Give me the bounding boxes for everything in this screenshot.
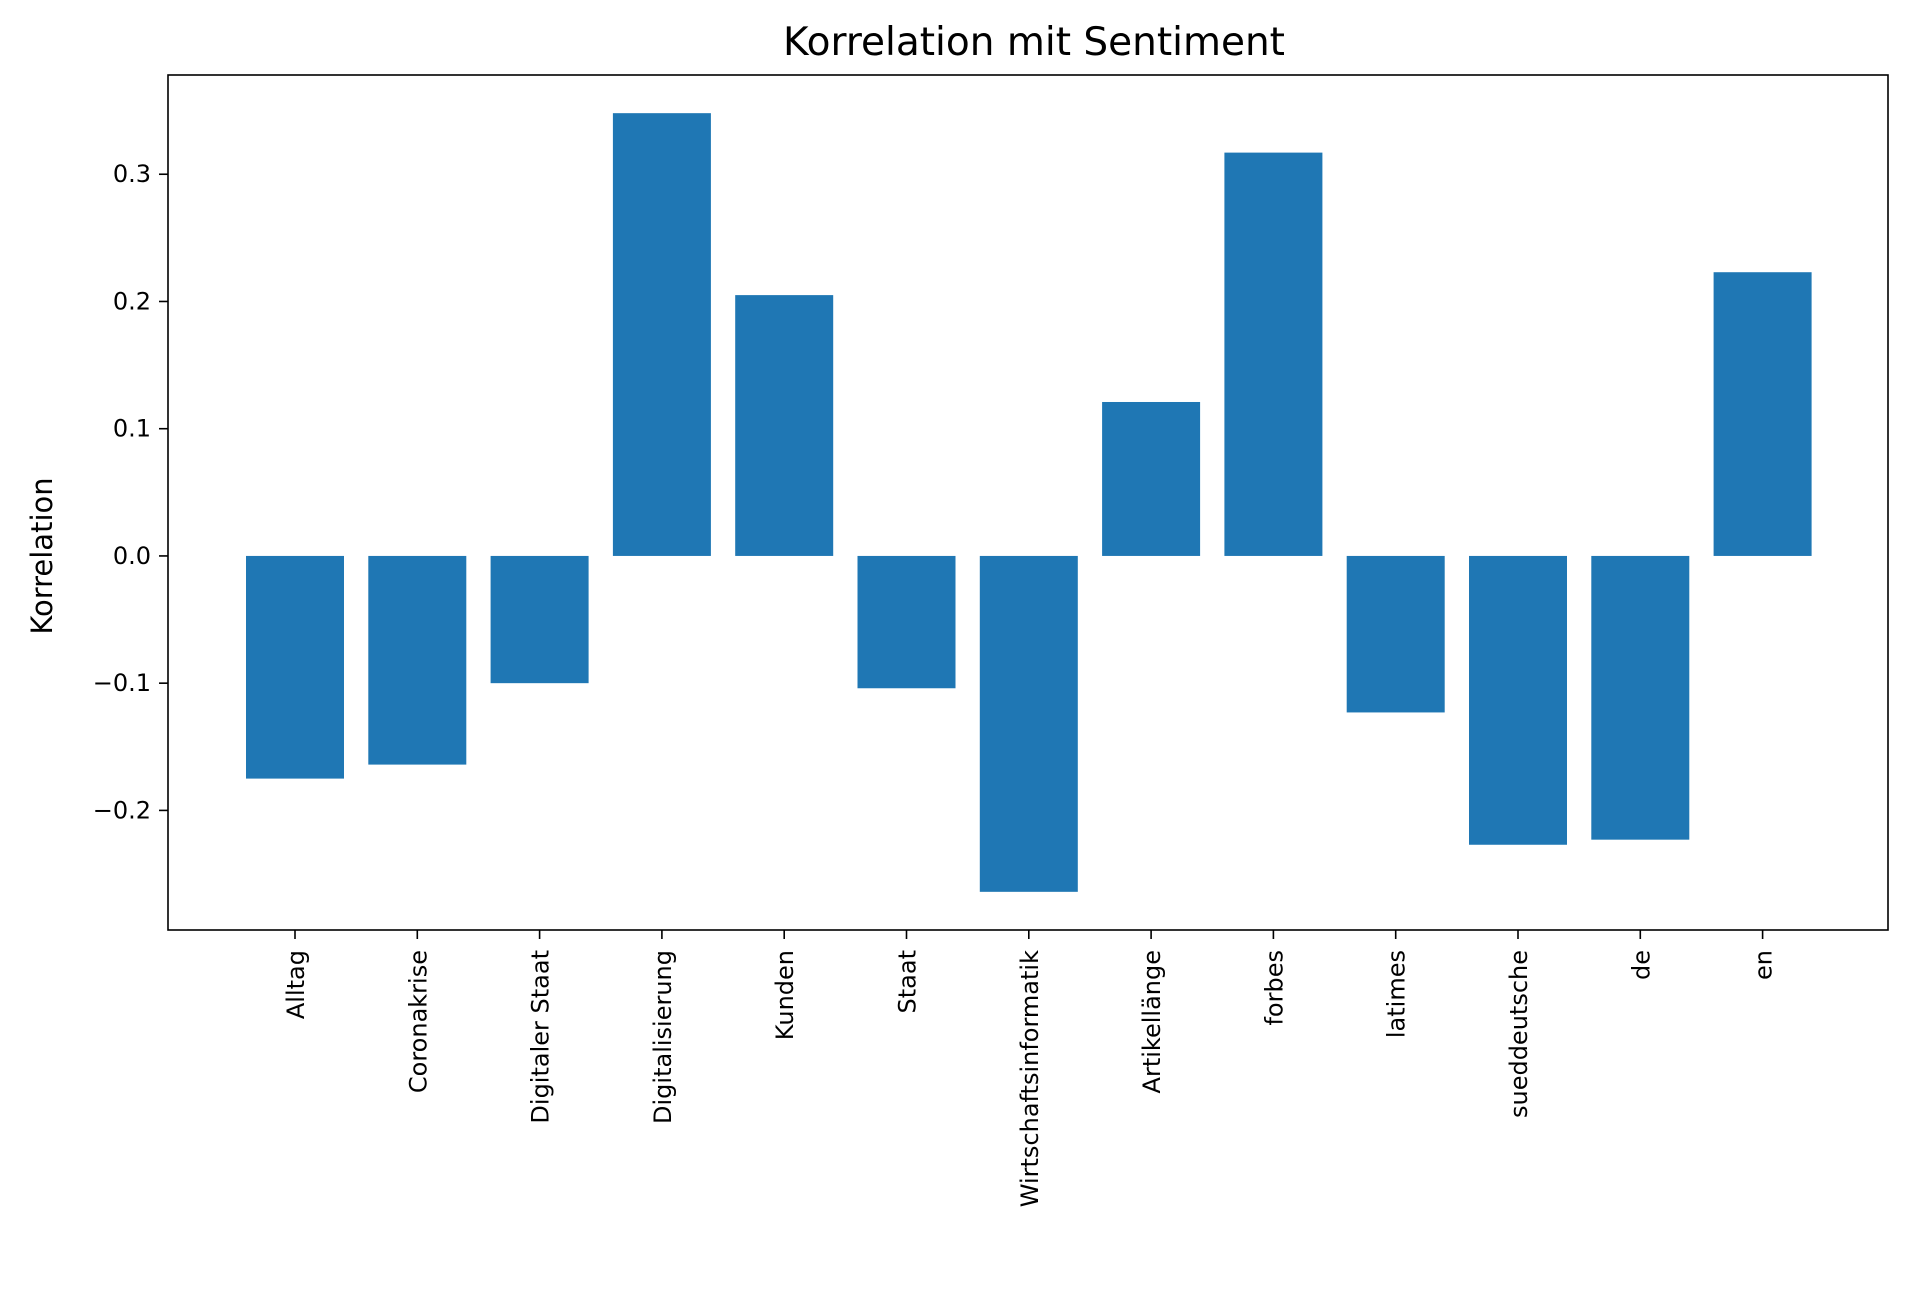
bar-coronakrise [368, 555, 467, 765]
x-tick-label: Staat [894, 950, 922, 1013]
y-tick-label: −0.2 [93, 796, 151, 824]
y-tick-label: −0.1 [93, 669, 151, 697]
y-tick-label: 0.3 [113, 160, 151, 188]
bar-digitalisierung [612, 113, 711, 556]
y-tick-label: 0.1 [113, 415, 151, 443]
bar-sueddeutsche [1469, 555, 1567, 845]
x-tick-label: Digitaler Staat [527, 950, 555, 1124]
y-axis-label: Korrelation [25, 477, 59, 634]
x-tick-label: sueddeutsche [1505, 950, 1533, 1118]
bar-latimes [1346, 555, 1445, 713]
y-tick-label: 0.2 [113, 287, 151, 315]
x-tick-label: forbes [1260, 950, 1288, 1026]
x-tick-label: Alltag [282, 950, 310, 1019]
x-tick-label: Artikellänge [1138, 950, 1166, 1093]
x-tick-label: de [1627, 950, 1655, 980]
bar-alltag [246, 555, 344, 779]
bar-wirtschaftsinformatik [979, 555, 1078, 892]
bar-forbes [1224, 152, 1323, 556]
x-tick-label: en [1750, 950, 1778, 980]
x-tick-label: Kunden [771, 950, 799, 1040]
x-tick-label: Digitalisierung [649, 950, 677, 1124]
bar-digitaler-staat [490, 555, 589, 684]
x-tick-label: latimes [1383, 950, 1411, 1038]
x-tick-label: Coronakrise [404, 950, 432, 1093]
y-tick-label: 0.0 [113, 542, 151, 570]
bar-staat [857, 555, 956, 689]
bar-artikellänge [1102, 401, 1201, 556]
bar-en [1713, 272, 1812, 556]
bar-kunden [735, 295, 834, 556]
x-tick-label: Wirtschaftsinformatik [1016, 950, 1044, 1207]
plot-area: −0.2 −0.1 0.0 0.1 0.2 0.3 Alltag Coronakrise Dig… [93, 74, 1889, 1207]
bar-de [1591, 555, 1690, 840]
chart-title: Korrelation mit Sentiment [783, 20, 1285, 65]
